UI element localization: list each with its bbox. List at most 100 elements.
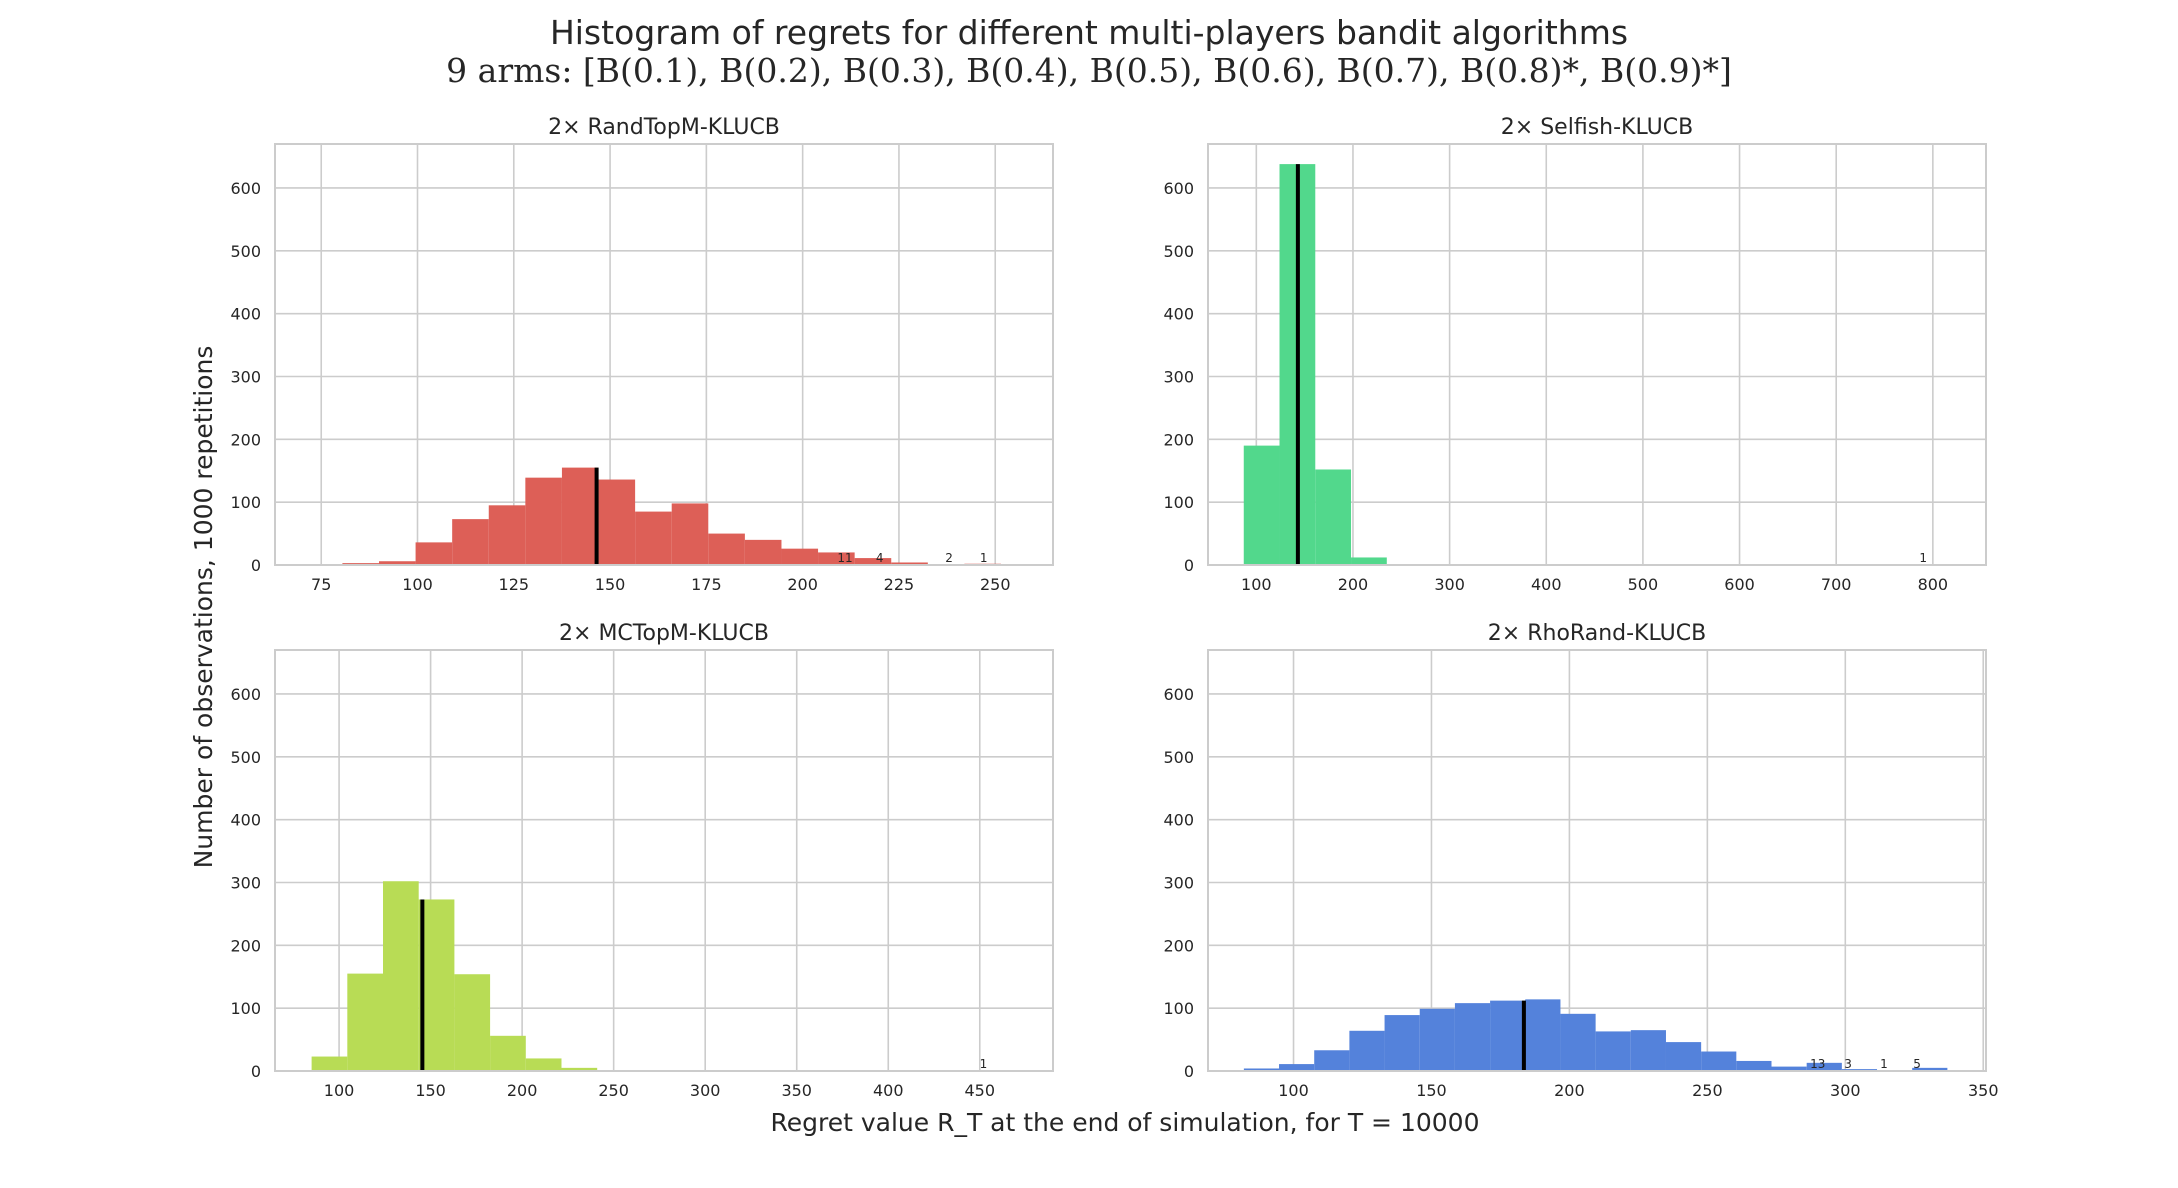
histogram-bar: [1349, 1030, 1385, 1071]
histogram-bar: [708, 533, 745, 565]
y-tick-label: 0: [1184, 556, 1194, 575]
x-tick-label: 100: [1241, 575, 1272, 594]
histogram-bar: [1314, 1050, 1350, 1071]
bin-count-annotation: 5: [1913, 1057, 1921, 1071]
histogram-bar: [891, 562, 928, 565]
histogram-bar: [1665, 1042, 1702, 1071]
y-tick-label: 400: [1163, 305, 1194, 324]
y-tick-label: 300: [230, 873, 261, 892]
y-tick-label: 600: [1163, 179, 1194, 198]
x-tick-label: 125: [499, 575, 530, 594]
y-tick-label: 300: [1163, 873, 1194, 892]
histogram-bar: [490, 1035, 526, 1071]
y-tick-label: 0: [251, 1062, 261, 1081]
histogram-bar: [598, 479, 636, 565]
x-tick-label: 300: [1434, 575, 1465, 594]
histogram-bar: [635, 511, 672, 565]
bin-count-annotation: 2: [945, 551, 953, 565]
y-tick-label: 0: [1184, 1062, 1194, 1081]
x-tick-label: 200: [787, 575, 818, 594]
x-tick-label: 300: [1830, 1081, 1861, 1100]
histogram-bar: [1560, 1013, 1596, 1071]
x-tick-label: 250: [980, 575, 1011, 594]
histogram-bar: [452, 519, 489, 565]
bin-count-annotation: 3: [1844, 1057, 1852, 1071]
histogram-bar: [1351, 557, 1387, 565]
histogram-bar: [1315, 469, 1352, 565]
y-tick-label: 100: [230, 493, 261, 512]
x-tick-label: 200: [507, 1081, 538, 1100]
x-tick-label: 100: [324, 1081, 355, 1100]
y-tick-label: 500: [1163, 748, 1194, 767]
y-tick-label: 200: [230, 936, 261, 955]
x-tick-label: 400: [873, 1081, 904, 1100]
plot-frame: [274, 143, 1054, 566]
histogram-bar: [671, 503, 709, 565]
panel-title: 2× RhoRand-KLUCB: [1488, 621, 1706, 646]
histogram-bar: [1595, 1031, 1631, 1071]
histogram-bar: [1243, 445, 1280, 565]
histogram-bar: [1736, 1060, 1772, 1071]
panel-title: 2× RandTopM-KLUCB: [548, 115, 780, 140]
histogram-bar: [1525, 999, 1561, 1071]
histogram-bar: [1384, 1015, 1420, 1071]
bin-count-annotation: 1: [1880, 1057, 1888, 1071]
y-tick-label: 200: [1163, 430, 1194, 449]
panel-mctopm: 0 100 200 300 400 500 600 100 150 200 250 300 350 400…: [230, 621, 1054, 1100]
y-tick-label: 500: [230, 748, 261, 767]
bin-count-annotation: 1: [980, 1057, 988, 1071]
plot-frame: [1207, 649, 1987, 1072]
y-tick-label: 100: [1163, 999, 1194, 1018]
x-tick-label: 350: [1968, 1081, 1999, 1100]
x-tick-label: 200: [1554, 1081, 1585, 1100]
histogram-bar: [488, 505, 526, 565]
y-tick-label: 500: [230, 242, 261, 261]
histogram-bar: [454, 974, 491, 1071]
x-tick-label: 75: [311, 575, 331, 594]
y-tick-label: 200: [1163, 936, 1194, 955]
histogram-bar: [525, 1058, 562, 1071]
histogram-bar: [561, 1067, 598, 1071]
plot-frame: [274, 649, 1054, 1072]
y-tick-label: 400: [1163, 811, 1194, 830]
y-tick-label: 100: [230, 999, 261, 1018]
histogram-bar: [383, 881, 419, 1071]
bin-count-annotation: 11: [837, 551, 852, 565]
histogram-bar: [311, 1056, 348, 1071]
histogram-bar: [1279, 1064, 1315, 1071]
y-tick-label: 300: [1163, 367, 1194, 386]
x-tick-label: 250: [598, 1081, 629, 1100]
x-tick-label: 150: [1416, 1081, 1447, 1100]
histogram-bar: [1912, 1067, 1948, 1071]
y-tick-label: 400: [230, 811, 261, 830]
x-tick-label: 100: [402, 575, 433, 594]
histogram-bar: [1454, 1003, 1491, 1071]
y-axis-label: Number of observations, 1000 repetitions: [189, 346, 218, 869]
histogram-bar: [1419, 1008, 1455, 1071]
y-tick-label: 500: [1163, 242, 1194, 261]
histogram-bar: [744, 539, 782, 565]
x-tick-label: 150: [595, 575, 626, 594]
bin-count-annotation: 1: [980, 551, 988, 565]
y-tick-label: 600: [230, 685, 261, 704]
histogram-bar: [415, 542, 453, 565]
histogram-bar: [818, 552, 855, 565]
y-tick-label: 100: [1163, 493, 1194, 512]
x-tick-label: 225: [884, 575, 915, 594]
y-tick-label: 200: [230, 430, 261, 449]
bin-count-annotation: 1: [1919, 551, 1927, 565]
x-tick-label: 800: [1918, 575, 1949, 594]
panel-selfish: 0 100 200 300 400 500 600 100 200 300 400 500 600 700…: [1163, 115, 1987, 594]
histogram-bar: [1630, 1030, 1666, 1071]
histogram-bar: [1771, 1066, 1807, 1071]
histogram-bar: [418, 899, 455, 1071]
histogram-bar: [1701, 1051, 1737, 1071]
x-tick-label: 100: [1278, 1081, 1309, 1100]
bin-count-annotation: 13: [1810, 1057, 1825, 1071]
x-tick-label: 250: [1692, 1081, 1723, 1100]
figure-subtitle: 9 arms: [B(0.1), B(0.2), B(0.3), B(0.4),…: [446, 51, 1732, 90]
histogram-bar: [347, 973, 384, 1071]
panel-rhorand: 0 100 200 300 400 500 600 100 150 200 250 300 350 13 3…: [1163, 621, 1998, 1100]
y-tick-label: 600: [1163, 685, 1194, 704]
